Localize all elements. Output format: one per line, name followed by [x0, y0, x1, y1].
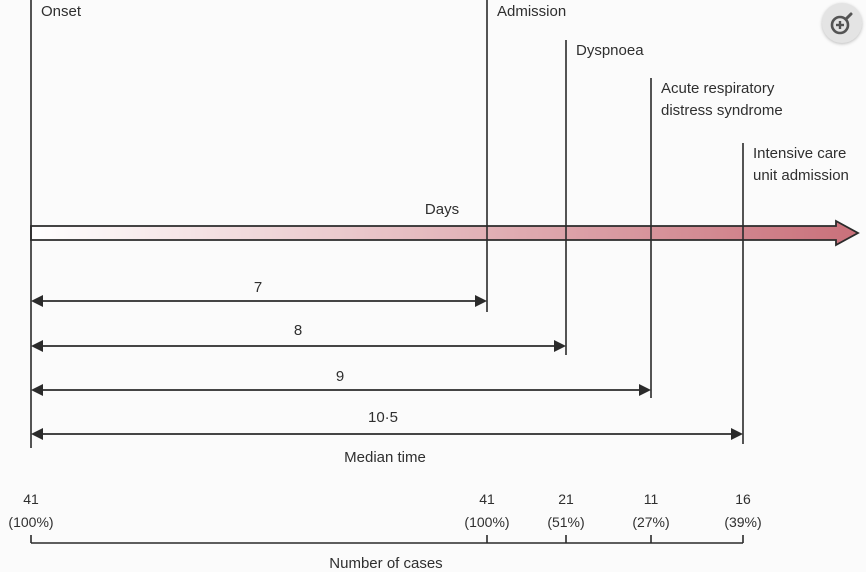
duration-arrow: [31, 295, 487, 307]
event-label: Admission: [497, 3, 566, 20]
case-count: 21: [558, 491, 574, 507]
event-label: Intensive care unit admission: [753, 145, 849, 184]
number-of-cases-caption: Number of cases: [329, 555, 442, 572]
median-time-caption: Median time: [344, 449, 426, 466]
event-label: Dyspnoea: [576, 42, 644, 59]
duration-label: 10·5: [368, 409, 398, 426]
case-percent: (51%): [547, 514, 584, 530]
duration-arrow: [31, 340, 566, 352]
zoom-in-icon: [830, 12, 853, 35]
days-timeline-arrow: [30, 219, 860, 247]
case-count: 16: [735, 491, 751, 507]
zoom-button[interactable]: [822, 3, 862, 43]
case-percent: (100%): [8, 514, 53, 530]
duration-label: 8: [294, 322, 302, 339]
case-percent: (100%): [464, 514, 509, 530]
days-axis-label: Days: [425, 201, 459, 218]
duration-label: 7: [254, 279, 262, 296]
event-label: Acute respiratory distress syndrome: [661, 80, 783, 119]
duration-arrow: [31, 428, 743, 440]
case-percent: (27%): [632, 514, 669, 530]
duration-label: 9: [336, 368, 344, 385]
case-percent: (39%): [724, 514, 761, 530]
case-count: 11: [644, 491, 659, 507]
event-label: Onset: [41, 3, 82, 20]
case-count: 41: [23, 491, 39, 507]
duration-arrow: [31, 384, 651, 396]
case-count: 41: [479, 491, 495, 507]
